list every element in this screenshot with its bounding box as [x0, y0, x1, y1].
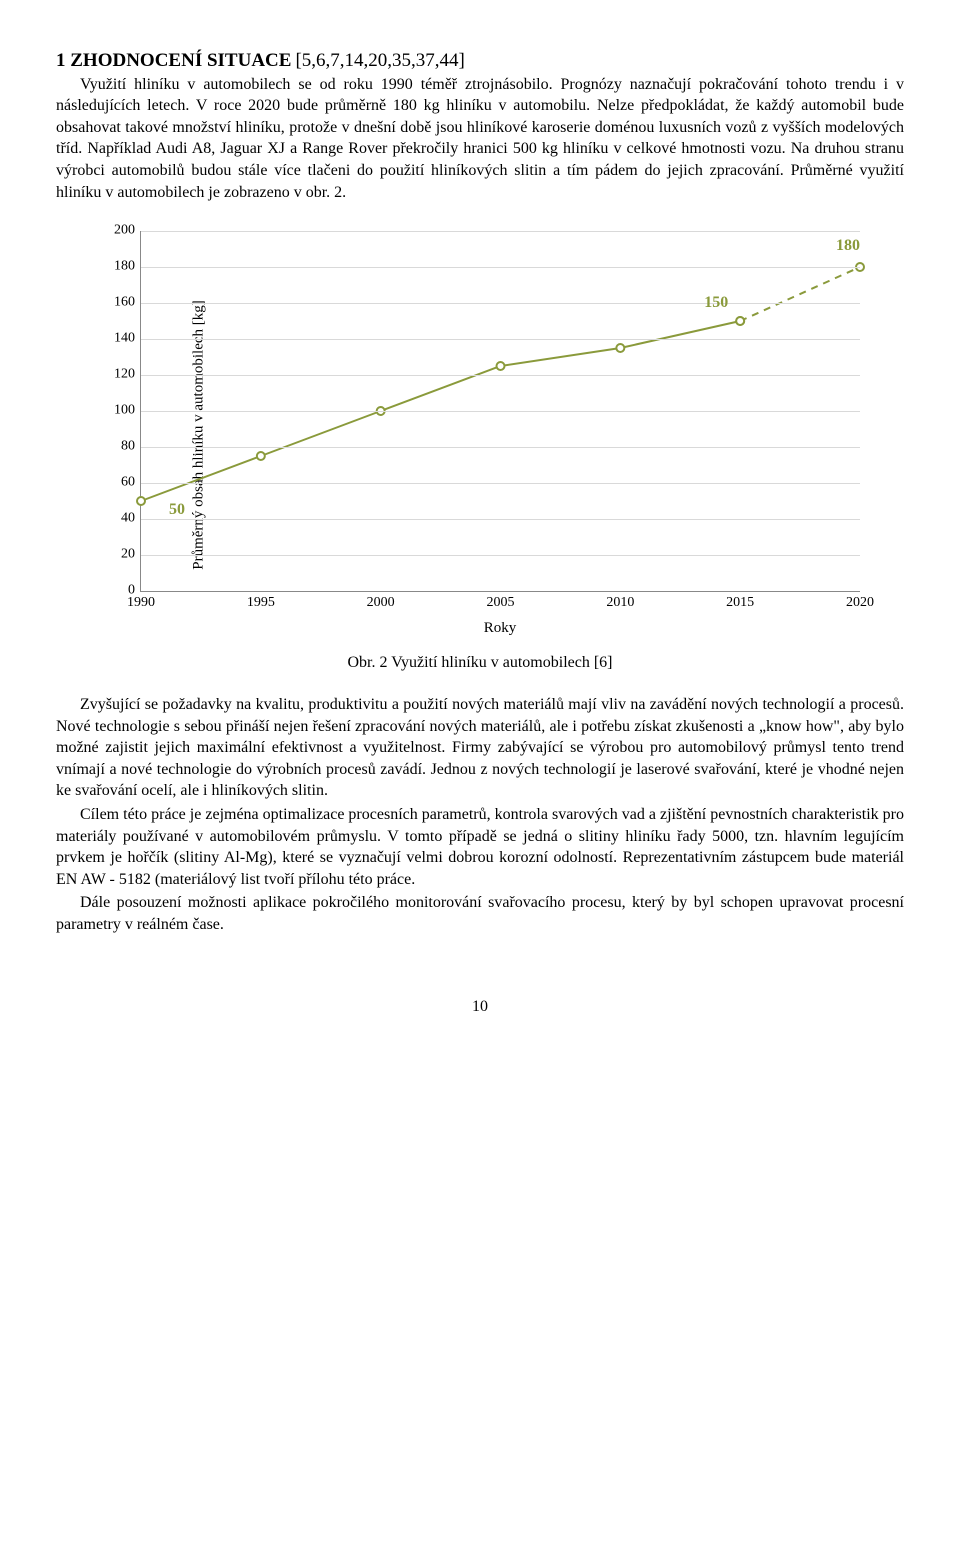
ytick-label: 40 [103, 510, 135, 529]
chart-xlabel: Roky [140, 618, 860, 638]
paragraph-1: Využití hliníku v automobilech se od rok… [56, 74, 904, 204]
ytick-label: 140 [103, 330, 135, 349]
heading-title: ZHODNOCENÍ SITUACE [70, 50, 291, 71]
ytick-label: 100 [103, 402, 135, 421]
chart-annotation: 50 [169, 499, 185, 521]
xtick-label: 1995 [247, 594, 275, 613]
paragraph-3: Cílem této práce je zejména optimalizace… [56, 804, 904, 890]
xtick-label: 1990 [127, 594, 155, 613]
ytick-label: 160 [103, 294, 135, 313]
chart-container: Průměrný obsah hliníku v automobilech [k… [100, 231, 860, 638]
chart-annotation: 180 [836, 235, 860, 257]
chart-caption: Obr. 2 Využití hliníku v automobilech [6… [56, 652, 904, 674]
heading-refs: [5,6,7,14,20,35,37,44] [295, 50, 464, 71]
paragraph-4: Dále posouzení možnosti aplikace pokroči… [56, 892, 904, 935]
xtick-label: 2010 [606, 594, 634, 613]
ytick-label: 200 [103, 222, 135, 241]
xtick-label: 2000 [367, 594, 395, 613]
ytick-label: 20 [103, 546, 135, 565]
xtick-label: 2015 [726, 594, 754, 613]
paragraph-2: Zvyšující se požadavky na kvalitu, produ… [56, 694, 904, 802]
ytick-label: 80 [103, 438, 135, 457]
xtick-label: 2020 [846, 594, 874, 613]
ytick-label: 60 [103, 474, 135, 493]
chart-annotation: 150 [704, 292, 728, 314]
chart-plot-area: 0204060801001201401601802001990199520002… [140, 231, 860, 592]
heading-number: 1 [56, 50, 66, 71]
section-heading: 1 ZHODNOCENÍ SITUACE [5,6,7,14,20,35,37,… [56, 48, 904, 74]
page-number: 10 [56, 996, 904, 1018]
ytick-label: 180 [103, 258, 135, 277]
ytick-label: 120 [103, 366, 135, 385]
xtick-label: 2005 [487, 594, 515, 613]
